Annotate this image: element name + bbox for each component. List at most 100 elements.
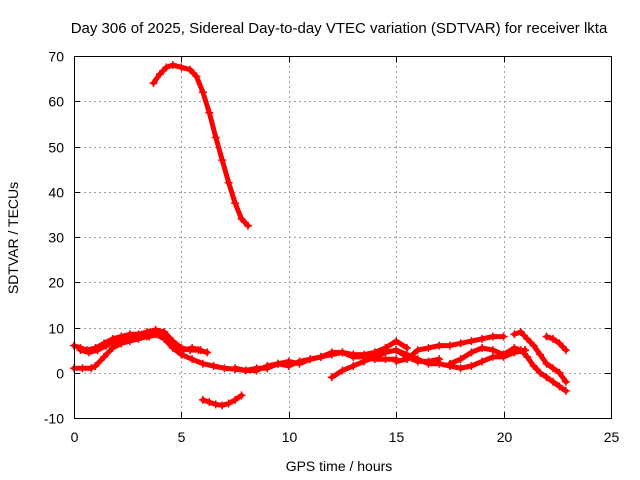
data-point <box>381 355 390 364</box>
data-point <box>192 72 201 81</box>
data-point <box>549 377 558 386</box>
y-tick-label: -10 <box>44 411 64 427</box>
data-point <box>317 352 326 361</box>
data-point <box>359 357 368 366</box>
data-point <box>155 70 164 79</box>
data-point <box>78 364 87 373</box>
data-point <box>188 355 197 364</box>
data-point <box>516 346 525 355</box>
data-point <box>555 382 564 391</box>
series-late-c <box>542 332 570 355</box>
data-point <box>327 348 336 357</box>
data-point <box>467 348 476 357</box>
data-point <box>198 395 207 404</box>
data-point <box>218 401 227 410</box>
x-tick-label: 15 <box>389 429 405 445</box>
data-point <box>108 343 117 352</box>
data-point <box>529 341 538 350</box>
data-point <box>488 352 497 361</box>
data-point <box>87 364 96 373</box>
y-tick-label: 20 <box>48 275 64 291</box>
data-point <box>536 350 545 359</box>
data-point <box>295 359 304 368</box>
data-point <box>149 79 158 88</box>
data-point <box>168 61 177 70</box>
data-point <box>488 346 497 355</box>
data-point <box>549 334 558 343</box>
x-tick-label: 10 <box>282 429 298 445</box>
data-point <box>274 359 283 368</box>
data-point <box>284 357 293 366</box>
x-tick-label: 0 <box>71 429 79 445</box>
data-point <box>220 364 229 373</box>
data-point <box>136 332 145 341</box>
data-point <box>445 341 454 350</box>
series-mid-f <box>445 343 530 368</box>
series-early-c <box>76 330 205 357</box>
series-line <box>501 345 569 394</box>
data-point <box>467 361 476 370</box>
data-point <box>177 350 186 359</box>
data-point <box>203 348 212 357</box>
data-point <box>435 359 444 368</box>
data-point <box>198 88 207 97</box>
data-point <box>402 343 411 352</box>
data-point <box>516 328 525 337</box>
series-high-arc <box>149 61 252 230</box>
data-point <box>542 373 551 382</box>
data-point <box>510 343 519 352</box>
data-point <box>392 357 401 366</box>
data-point <box>338 348 347 357</box>
data-point <box>435 341 444 350</box>
data-point <box>205 108 214 117</box>
data-point <box>467 337 476 346</box>
data-point <box>153 330 162 339</box>
data-point <box>392 346 401 355</box>
x-tick-label: 5 <box>178 429 186 445</box>
data-point <box>536 368 545 377</box>
y-tick-label: 10 <box>48 321 64 337</box>
data-point <box>231 395 240 404</box>
chart-title: Day 306 of 2025, Sidereal Day-to-day VTE… <box>71 20 608 37</box>
data-point <box>160 328 169 337</box>
data-point <box>542 359 551 368</box>
series-low-dip <box>198 391 246 410</box>
data-point <box>100 352 109 361</box>
data-point <box>211 400 220 409</box>
data-point <box>499 350 508 359</box>
data-point <box>413 346 422 355</box>
data-point <box>231 199 240 208</box>
data-point <box>499 332 508 341</box>
y-tick-label: 0 <box>56 366 64 382</box>
y-tick-label: 60 <box>48 94 64 110</box>
data-point <box>205 398 214 407</box>
series-line <box>544 334 569 353</box>
data-point <box>188 343 197 352</box>
data-point <box>252 364 261 373</box>
data-point <box>224 399 233 408</box>
data-point <box>478 357 487 366</box>
series-mid-d <box>392 332 508 366</box>
data-point <box>162 334 171 343</box>
data-point <box>196 346 205 355</box>
data-point <box>237 214 246 223</box>
data-point <box>392 337 401 346</box>
y-tick-label: 50 <box>48 140 64 156</box>
series-late-a <box>510 328 570 386</box>
data-point <box>179 346 188 355</box>
axis-ticks: -10 0 10 20 30 40 50 60 70 0 5 10 15 20 25 <box>44 49 620 446</box>
data-point <box>93 346 102 355</box>
data-point <box>145 332 154 341</box>
data-point <box>561 386 570 395</box>
x-tick-label: 25 <box>604 429 620 445</box>
data-point <box>488 332 497 341</box>
data-point <box>185 65 194 74</box>
x-axis-label: GPS time / hours <box>286 458 393 474</box>
data-point <box>127 332 136 341</box>
data-point <box>209 361 218 370</box>
data-point <box>381 348 390 357</box>
data-point <box>478 334 487 343</box>
data-point <box>241 366 250 375</box>
